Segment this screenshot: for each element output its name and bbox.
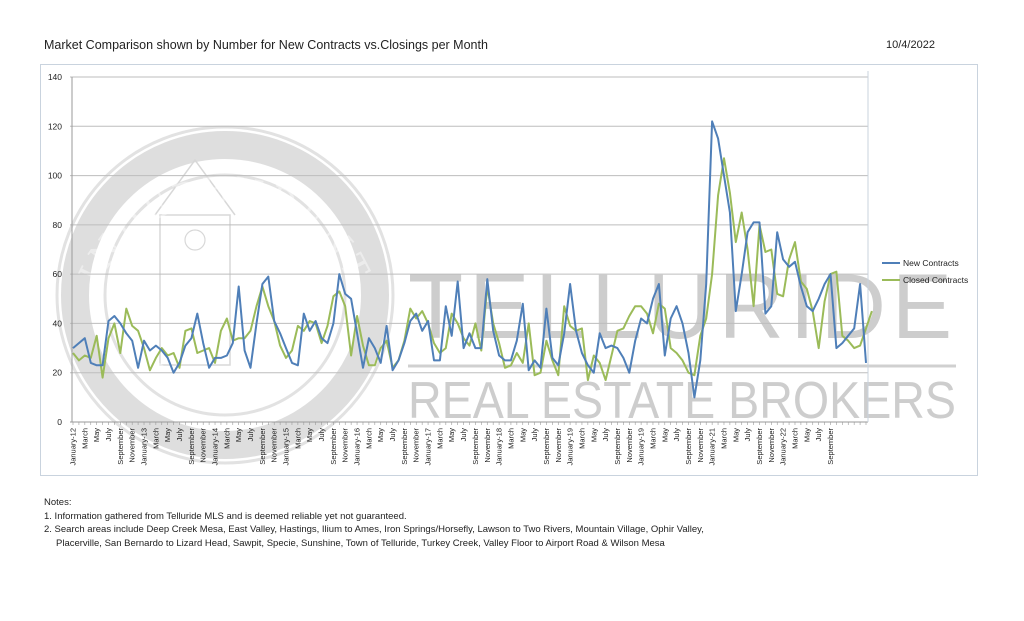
svg-text:November: November: [767, 428, 776, 463]
svg-text:May: May: [305, 428, 314, 442]
svg-text:November: November: [554, 428, 563, 463]
svg-text:September: September: [613, 427, 622, 464]
svg-text:September: September: [471, 427, 480, 464]
report-date: 10/4/2022: [886, 39, 935, 51]
svg-text:July: July: [317, 428, 326, 442]
svg-text:100: 100: [48, 171, 62, 181]
svg-text:May: May: [660, 428, 669, 442]
svg-text:March: March: [790, 428, 799, 449]
svg-text:July: July: [743, 428, 752, 442]
svg-text:July: July: [246, 428, 255, 442]
svg-text:July: July: [814, 428, 823, 442]
svg-text:July: July: [104, 428, 113, 442]
svg-text:January-21: January-21: [708, 428, 717, 466]
svg-text:November: November: [341, 428, 350, 463]
svg-text:March: March: [648, 428, 657, 449]
svg-text:May: May: [447, 428, 456, 442]
note-1: 1. Information gathered from Telluride M…: [44, 510, 407, 522]
note-2: 2. Search areas include Deep Creek Mesa,…: [44, 524, 704, 535]
chart-title: Market Comparison shown by Number for Ne…: [44, 38, 488, 52]
svg-text:January-14: January-14: [211, 428, 220, 466]
svg-text:January-19: January-19: [637, 428, 646, 466]
svg-text:May: May: [92, 428, 101, 442]
svg-text:March: March: [577, 428, 586, 449]
svg-text:March: March: [80, 428, 89, 449]
legend-label-closed-contracts: Closed Contracts: [903, 275, 968, 285]
svg-text:July: July: [672, 428, 681, 442]
svg-text:September: September: [542, 427, 551, 464]
svg-text:60: 60: [53, 269, 63, 279]
svg-text:May: May: [518, 428, 527, 442]
svg-text:January-12: January-12: [69, 428, 78, 466]
svg-text:May: May: [589, 428, 598, 442]
svg-text:September: September: [400, 427, 409, 464]
x-axis: January-12 March May July September November J…: [69, 422, 867, 466]
svg-text:January-22: January-22: [779, 428, 788, 466]
svg-text:March: March: [293, 428, 302, 449]
svg-text:September: September: [187, 427, 196, 464]
svg-text:September: September: [684, 427, 693, 464]
seal-watermark-icon: [55, 125, 395, 465]
series-closed-contracts: [72, 157, 873, 382]
gridlines: [70, 71, 869, 423]
svg-text:November: November: [128, 428, 137, 463]
svg-text:November: November: [483, 428, 492, 463]
legend-label-new-contracts: New Contracts: [903, 258, 959, 268]
svg-text:March: March: [222, 428, 231, 449]
svg-text:May: May: [163, 428, 172, 442]
svg-text:March: March: [364, 428, 373, 449]
notes: Notes: 1. Information gathered from Tell…: [44, 496, 704, 550]
svg-text:November: November: [625, 428, 634, 463]
svg-text:80: 80: [53, 220, 63, 230]
svg-text:May: May: [376, 428, 385, 442]
legend: New Contracts Closed Contracts: [882, 258, 968, 285]
svg-text:January-13: January-13: [140, 428, 149, 466]
svg-text:September: September: [329, 427, 338, 464]
series-new-contracts: [72, 120, 867, 399]
svg-text:40: 40: [53, 318, 63, 328]
svg-text:September: September: [116, 427, 125, 464]
svg-text:20: 20: [53, 368, 63, 378]
svg-text:September: September: [258, 427, 267, 464]
svg-text:September: September: [826, 427, 835, 464]
svg-text:March: March: [719, 428, 728, 449]
notes-heading: Notes:: [44, 497, 72, 508]
svg-text:July: July: [459, 428, 468, 442]
svg-text:May: May: [234, 428, 243, 442]
note-2-continued: Placerville, San Bernardo to Lizard Head…: [56, 537, 665, 549]
chart-frame: [40, 64, 978, 476]
svg-text:January-15: January-15: [282, 428, 291, 466]
svg-text:November: November: [412, 428, 421, 463]
svg-text:March: March: [151, 428, 160, 449]
svg-text:November: November: [199, 428, 208, 463]
svg-text:May: May: [731, 428, 740, 442]
svg-text:March: March: [435, 428, 444, 449]
svg-text:January-18: January-18: [495, 428, 504, 466]
svg-text:July: July: [601, 428, 610, 442]
svg-text:January-16: January-16: [353, 428, 362, 466]
brand-watermark-line2: REAL ESTATE BROKERS: [408, 372, 956, 430]
svg-text:November: November: [696, 428, 705, 463]
y-axis: 0 20 40 60 80 100 120 140: [48, 72, 62, 427]
svg-text:November: November: [270, 428, 279, 463]
svg-text:July: July: [530, 428, 539, 442]
series-lines: [72, 120, 873, 399]
svg-text:0: 0: [57, 417, 62, 427]
svg-text:May: May: [802, 428, 811, 442]
svg-text:July: July: [175, 428, 184, 442]
svg-text:January-17: January-17: [424, 428, 433, 466]
svg-text:January-19: January-19: [566, 428, 575, 466]
svg-text:July: July: [388, 428, 397, 442]
svg-text:September: September: [755, 427, 764, 464]
svg-text:March: March: [506, 428, 515, 449]
svg-text:140: 140: [48, 72, 62, 82]
svg-text:120: 120: [48, 121, 62, 131]
